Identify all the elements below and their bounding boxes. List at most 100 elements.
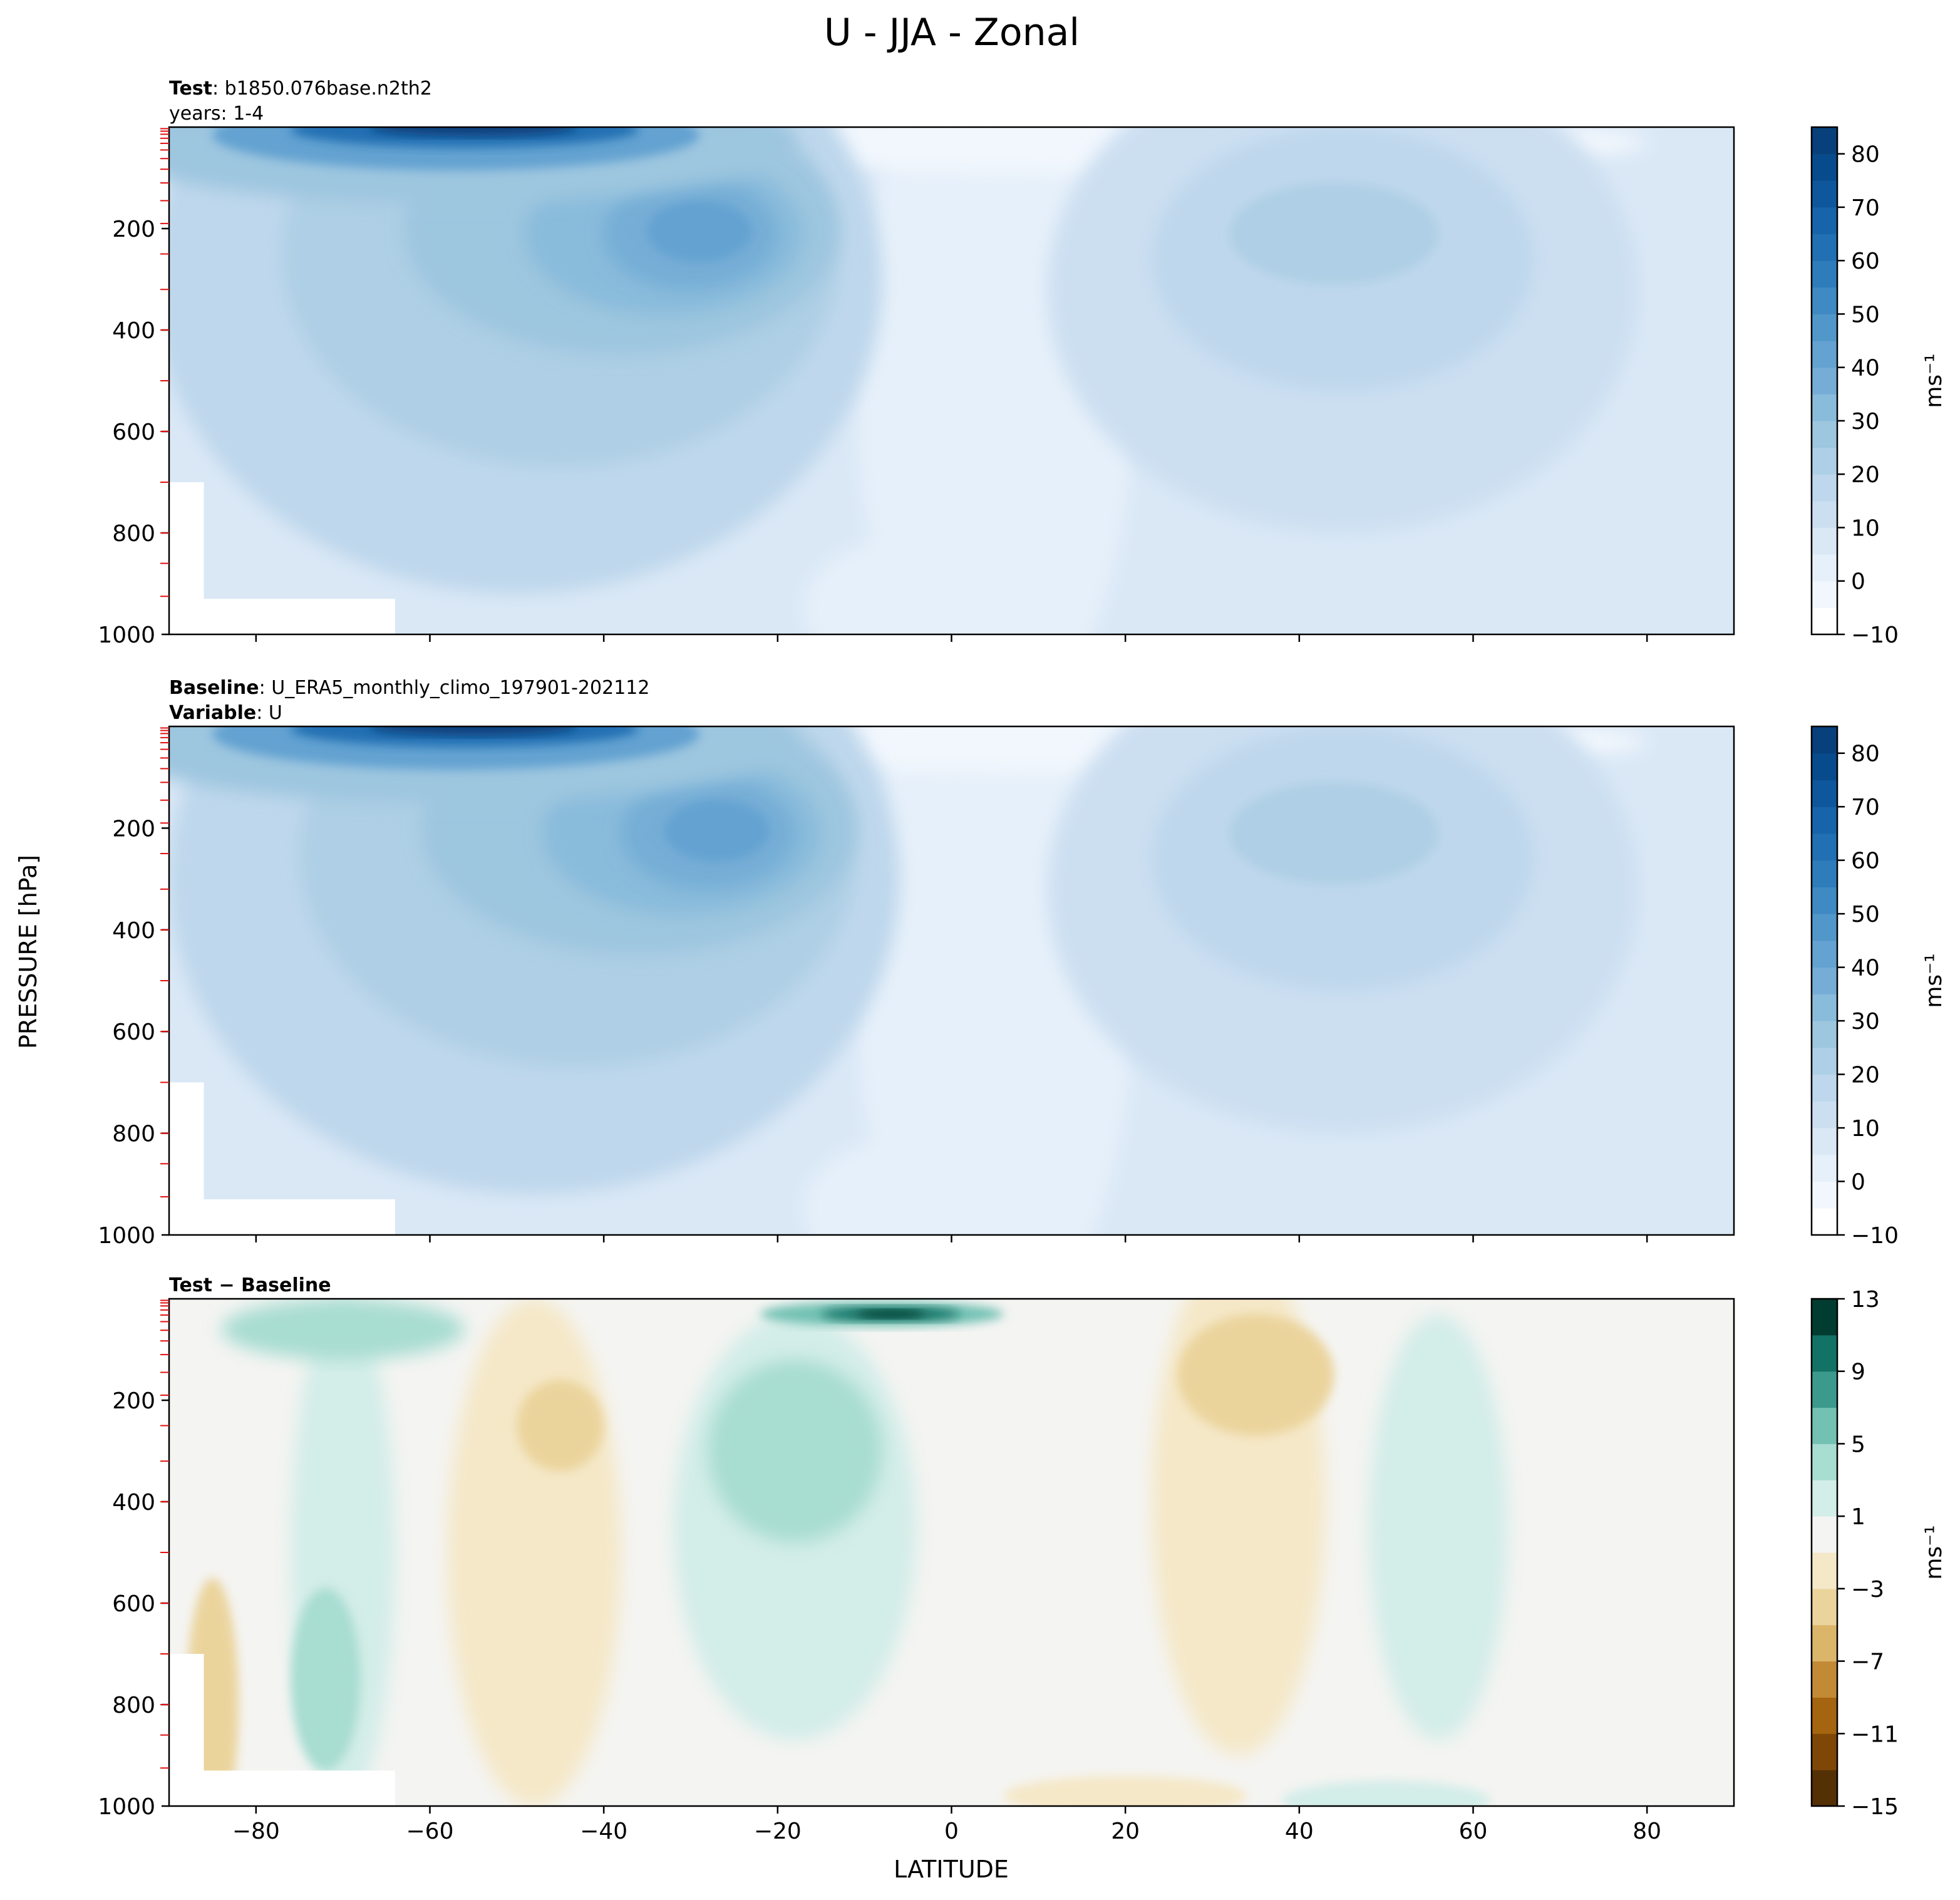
x-tick-label: 60 — [1459, 1819, 1488, 1844]
colorbar-segment — [1812, 1733, 1837, 1770]
x-axis-label: LATITUDE — [894, 1856, 1009, 1883]
topography-mask — [169, 1770, 395, 1806]
colorbar-segment — [1812, 607, 1837, 635]
colorbar-segment — [1812, 1407, 1837, 1444]
topography-mask — [169, 482, 204, 634]
colorbar-segment — [1812, 1208, 1837, 1236]
colorbar-segment — [1812, 1154, 1837, 1182]
contour-region — [1229, 782, 1438, 884]
contour-region — [803, 1138, 1013, 1235]
colorbar-tick-label: 40 — [1851, 356, 1880, 381]
colorbar-segment — [1812, 1047, 1837, 1075]
colorbar-segment — [1812, 180, 1837, 208]
contour-region — [447, 1299, 621, 1806]
colorbar-segment — [1812, 127, 1837, 155]
colorbar-segment — [1812, 1021, 1837, 1048]
colorbar-frame — [1810, 126, 1839, 636]
contour-region — [647, 200, 752, 262]
colorbar-segment — [1812, 474, 1837, 502]
colorbar-tick-label: 30 — [1851, 409, 1880, 435]
colorbar-segment — [1812, 753, 1837, 780]
colorbar-segment — [1812, 860, 1837, 887]
colorbar-tick-label: 0 — [1851, 569, 1865, 595]
colorbar-segment — [1812, 726, 1837, 754]
colorbar-tick-label: −10 — [1851, 622, 1899, 648]
y-tick-label: 600 — [112, 420, 155, 445]
contour-region — [1177, 1314, 1334, 1436]
contour-region — [291, 1588, 361, 1771]
colorbar-segment — [1812, 1299, 1837, 1336]
colorbar-segment — [1812, 833, 1837, 861]
contour-region — [369, 127, 578, 137]
y-tick-label: 200 — [112, 1388, 155, 1414]
topography-mask — [169, 1654, 204, 1806]
colorbar-segment — [1812, 1624, 1837, 1662]
contour-region — [855, 1309, 926, 1318]
colorbar-segment — [1812, 581, 1837, 608]
y-tick-label: 800 — [112, 1693, 155, 1718]
y-tick-label: 200 — [112, 816, 155, 842]
panels: Test: b1850.076base.n2th2 years: 1-4 200 40… — [98, 78, 1947, 1844]
contour-region — [1368, 1314, 1509, 1740]
colorbar-segment — [1812, 1128, 1837, 1155]
colorbar-segment — [1812, 1443, 1837, 1480]
colorbar-tick-label: 50 — [1851, 902, 1880, 927]
y-tick-label: 800 — [112, 521, 155, 547]
y-tick-label: 200 — [112, 217, 155, 242]
y-tick-label: 400 — [112, 918, 155, 944]
colorbar-segment — [1812, 967, 1837, 994]
colorbar-tick-label: −3 — [1851, 1577, 1884, 1603]
colorbar-segment — [1812, 994, 1837, 1021]
contour-region — [708, 1360, 882, 1542]
y-tick-label: 1000 — [98, 622, 155, 648]
colorbar-segment — [1812, 367, 1837, 395]
colorbar-tick-label: 60 — [1851, 849, 1880, 874]
colorbar-tick-label: 1 — [1851, 1504, 1865, 1530]
colorbar-tick-label: −10 — [1851, 1223, 1899, 1249]
colorbar-segment — [1812, 1588, 1837, 1626]
colorbar-tick-label: 70 — [1851, 195, 1880, 221]
contour-field — [169, 726, 1734, 1235]
colorbar-tick-label: 9 — [1851, 1360, 1865, 1385]
colorbar-segment — [1812, 1516, 1837, 1553]
colorbar-label: ms⁻¹ — [1921, 353, 1947, 408]
y-tick-label: 600 — [112, 1591, 155, 1617]
colorbar-tick-label: 50 — [1851, 302, 1880, 328]
panel-header-line: Test: b1850.076base.n2th2 — [169, 78, 432, 100]
contour-field — [169, 1299, 1734, 1806]
colorbar-tick-label: 5 — [1851, 1432, 1865, 1457]
x-tick-label: −80 — [232, 1819, 280, 1844]
colorbar-segment — [1812, 341, 1837, 368]
panel-header-line: years: 1-4 — [169, 103, 264, 125]
panel-baseline: Baseline: U_ERA5_monthly_climo_197901-20… — [98, 677, 1947, 1249]
contour-region — [369, 726, 578, 736]
colorbar-segment — [1812, 1101, 1837, 1128]
colorbar-tick-label: −11 — [1851, 1722, 1899, 1747]
y-tick-label: 400 — [112, 1490, 155, 1515]
colorbar-segment — [1812, 1181, 1837, 1209]
topography-mask — [169, 1082, 204, 1235]
x-tick-label: −20 — [754, 1819, 802, 1844]
colorbar-tick-label: 80 — [1851, 741, 1880, 767]
x-tick-label: 40 — [1285, 1819, 1314, 1844]
colorbar-segment — [1812, 1770, 1837, 1807]
y-tick-label: 600 — [112, 1020, 155, 1045]
topography-mask — [169, 1199, 395, 1235]
panel-header-line: Test − Baseline — [169, 1274, 331, 1296]
panel-test: Test: b1850.076base.n2th2 years: 1-4 200 40… — [98, 78, 1947, 648]
colorbar: −10 0 10 20 30 40 50 60 70 80 ms⁻¹ — [1810, 725, 1947, 1249]
y-axis-label: PRESSURE [hPa] — [14, 855, 42, 1049]
contour-region — [1003, 1775, 1247, 1806]
colorbar-segment — [1812, 261, 1837, 288]
colorbar-tick-label: −15 — [1851, 1794, 1899, 1820]
colorbar-segment — [1812, 807, 1837, 834]
contour-region — [221, 1299, 465, 1360]
colorbar-tick-label: 10 — [1851, 515, 1880, 541]
colorbar-segment — [1812, 287, 1837, 314]
colorbar-tick-label: 13 — [1851, 1287, 1880, 1313]
colorbar-segment — [1812, 1335, 1837, 1372]
x-tick-label: 0 — [944, 1819, 959, 1844]
y-tick-label: 800 — [112, 1122, 155, 1147]
colorbar-segment — [1812, 780, 1837, 807]
